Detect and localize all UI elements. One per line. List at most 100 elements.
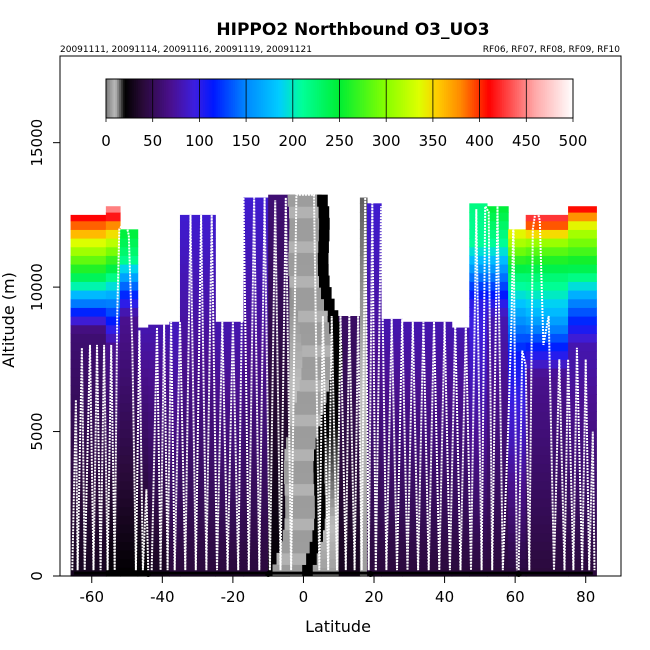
heatmap-cell [105, 206, 121, 213]
core-cell [302, 564, 313, 577]
heatmap-cell [70, 480, 107, 490]
heatmap-cell [70, 463, 107, 473]
colorbar-swatch [247, 79, 251, 118]
colorbar-swatch [296, 79, 299, 118]
core-cell [298, 310, 328, 323]
heatmap-cell [179, 246, 216, 256]
colorbar-swatch [531, 79, 535, 118]
heatmap-cell [451, 480, 470, 490]
colorbar-swatch [389, 79, 393, 118]
heatmap-cell [486, 480, 509, 490]
heatmap-cell [508, 437, 527, 447]
heatmap-cell [402, 385, 453, 395]
heatmap-cell [568, 498, 597, 508]
core-cell [318, 206, 330, 219]
colorbar-swatch [462, 79, 466, 118]
heatmap-cell [321, 498, 340, 508]
heatmap-cell [381, 428, 403, 438]
heatmap-cell [215, 454, 245, 464]
heatmap-cell [486, 298, 509, 308]
core-cell [291, 414, 321, 427]
heatmap-cell [243, 515, 269, 525]
heatmap-cell [169, 333, 181, 343]
colorbar-swatch [354, 79, 357, 118]
heatmap-cell [381, 463, 403, 473]
colorbar-swatch [180, 79, 183, 118]
heatmap-cell [359, 524, 368, 534]
core-cell [291, 287, 322, 300]
heatmap-cell [568, 394, 597, 404]
heatmap-cell [381, 472, 403, 482]
colorbar-swatch [453, 79, 456, 118]
heatmap-cell [268, 298, 290, 308]
heatmap-cell [70, 214, 107, 222]
heatmap-cell [119, 316, 139, 326]
heatmap-cell [366, 212, 382, 222]
heatmap-cell [486, 264, 509, 274]
colorbar-swatch [376, 79, 380, 118]
heatmap-cell [338, 394, 361, 404]
colorbar-swatch [160, 79, 163, 118]
heatmap-cell [119, 324, 139, 334]
colorbar-swatch [367, 79, 370, 118]
heatmap-cell [525, 506, 569, 516]
colorbar-swatch [490, 79, 494, 118]
heatmap-cell [169, 342, 181, 352]
colorbar-tick-label: 400 [465, 132, 494, 150]
heatmap-cell [243, 489, 269, 499]
heatmap-cell [508, 359, 527, 369]
heatmap-cell [525, 454, 569, 464]
heatmap-cell [105, 238, 121, 248]
colorbar-swatch [466, 79, 469, 118]
heatmap-cell [568, 324, 597, 334]
heatmap-cell [137, 368, 149, 378]
x-tick-label: -60 [80, 588, 105, 606]
heatmap-cell [402, 558, 453, 568]
heatmap-cell [105, 220, 121, 230]
heatmap-cell [268, 246, 290, 256]
x-axis-label: Latitude [305, 617, 371, 636]
heatmap-cell [402, 368, 453, 378]
heatmap-cell [119, 376, 139, 386]
colorbar-swatch [205, 79, 208, 118]
colorbar-swatch [279, 79, 282, 118]
heatmap-cell [243, 220, 269, 230]
colorbar-swatch [199, 79, 202, 118]
heatmap-cell [486, 515, 509, 525]
heatmap-cell [137, 446, 149, 456]
heatmap-cell [268, 220, 290, 230]
heatmap-cell [105, 342, 121, 352]
heatmap-cell [105, 333, 121, 343]
colorbar-swatch [294, 79, 297, 118]
heatmap-cell [119, 272, 139, 282]
colorbar-swatch [182, 79, 185, 118]
heatmap-cell [105, 359, 121, 369]
colorbar-swatch [496, 79, 499, 118]
colorbar-swatch [380, 79, 383, 118]
core-cell [317, 194, 328, 207]
colorbar-swatch [498, 79, 501, 118]
heatmap-cell [137, 411, 149, 421]
heatmap-cell [119, 350, 139, 360]
heatmap-cell [243, 541, 269, 551]
heatmap-cell [381, 498, 403, 508]
heatmap-cell [137, 428, 149, 438]
heatmap-cell [70, 515, 107, 525]
heatmap-cell [179, 515, 216, 525]
heatmap-cell [268, 238, 290, 248]
heatmap-cell [508, 272, 527, 282]
heatmap-cell [381, 532, 403, 542]
heatmap-cell [508, 489, 527, 499]
heatmap-cell [137, 498, 149, 508]
colorbar-swatch [191, 79, 195, 118]
heatmap-cell [469, 368, 488, 378]
heatmap-cell [359, 212, 368, 222]
heatmap-cell [137, 385, 149, 395]
heatmap-cell [243, 558, 269, 568]
heatmap-cell [525, 307, 569, 317]
colorbar-swatch [558, 79, 561, 118]
heatmap-cell [469, 255, 488, 265]
colorbar-swatch [419, 79, 423, 118]
core-cell [330, 333, 342, 346]
heatmap-cell [486, 376, 509, 386]
